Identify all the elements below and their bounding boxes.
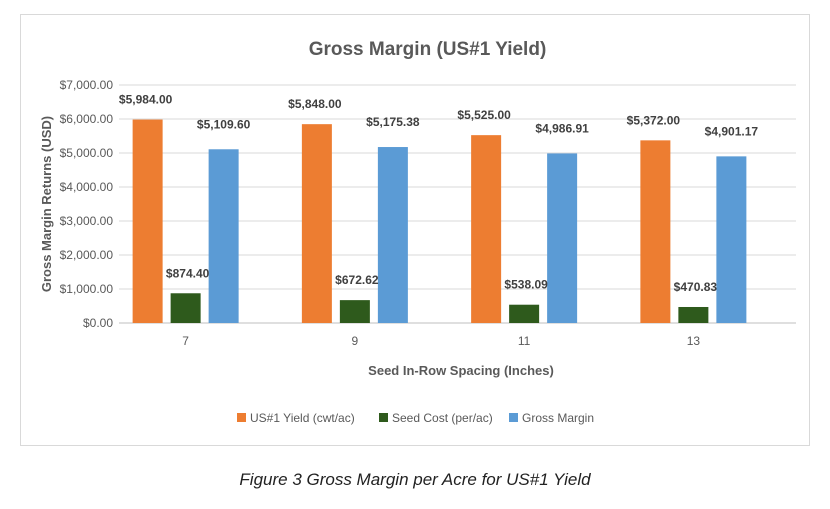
bar-gross-margin bbox=[716, 156, 747, 323]
x-tick-label: 13 bbox=[687, 334, 701, 348]
data-label: $538.09 bbox=[504, 278, 548, 292]
x-tick-label: 11 bbox=[518, 334, 531, 348]
legend-label: US#1 Yield (cwt/ac) bbox=[250, 411, 355, 425]
chart-frame: Gross Margin (US#1 Yield) $0.00 $1,000.00… bbox=[20, 14, 810, 446]
legend: US#1 Yield (cwt/ac) Seed Cost (per/ac) Gro… bbox=[237, 411, 594, 425]
y-axis-ticks: $0.00 $1,000.00 $2,000.00 $3,000.00 $4,000.0… bbox=[60, 78, 114, 330]
bar-seed-cost bbox=[678, 306, 709, 323]
data-label: $5,109.60 bbox=[197, 117, 251, 131]
y-tick-label: $5,000.00 bbox=[60, 146, 114, 160]
data-label: $4,986.91 bbox=[535, 121, 589, 135]
legend-swatch bbox=[237, 413, 246, 422]
data-label: $5,848.00 bbox=[288, 97, 342, 111]
bar-chart: Gross Margin (US#1 Yield) $0.00 $1,000.00… bbox=[39, 39, 796, 425]
data-label: $4,901.17 bbox=[705, 124, 759, 138]
bar-yield bbox=[640, 140, 671, 323]
bar-yield bbox=[471, 135, 502, 323]
y-tick-label: $7,000.00 bbox=[60, 78, 114, 92]
x-axis-title: Seed In-Row Spacing (Inches) bbox=[368, 363, 554, 378]
y-tick-label: $4,000.00 bbox=[60, 180, 114, 194]
bar-gross-margin bbox=[547, 153, 578, 323]
y-tick-label: $1,000.00 bbox=[60, 282, 114, 296]
x-tick-label: 9 bbox=[352, 334, 359, 348]
legend-label: Gross Margin bbox=[522, 411, 594, 425]
chart-title: Gross Margin (US#1 Yield) bbox=[309, 39, 547, 60]
data-labels: $5,984.00 $874.40 $5,109.60 $5,848.00 $672.6… bbox=[119, 93, 758, 294]
data-label: $672.62 bbox=[335, 273, 379, 287]
x-tick-label: 7 bbox=[182, 334, 189, 348]
y-tick-label: $3,000.00 bbox=[60, 214, 114, 228]
data-label: $5,175.38 bbox=[366, 115, 420, 129]
x-axis-ticks: 7 9 11 13 bbox=[182, 334, 700, 348]
legend-swatch bbox=[379, 413, 388, 422]
bar-gross-margin bbox=[208, 149, 239, 323]
y-tick-label: $0.00 bbox=[83, 316, 113, 330]
data-label: $470.83 bbox=[674, 280, 718, 294]
bar-seed-cost bbox=[339, 300, 370, 323]
bar-seed-cost bbox=[509, 304, 540, 323]
bar-gross-margin bbox=[377, 147, 408, 323]
bar-yield bbox=[301, 124, 332, 323]
bar-seed-cost bbox=[170, 293, 201, 323]
figure-caption: Figure 3 Gross Margin per Acre for US#1 … bbox=[239, 470, 591, 489]
legend-swatch bbox=[509, 413, 518, 422]
y-tick-label: $2,000.00 bbox=[60, 248, 114, 262]
legend-label: Seed Cost (per/ac) bbox=[392, 411, 493, 425]
data-label: $5,525.00 bbox=[457, 108, 511, 122]
bars bbox=[132, 119, 747, 323]
data-label: $5,372.00 bbox=[627, 113, 681, 127]
y-tick-label: $6,000.00 bbox=[60, 112, 114, 126]
bar-yield bbox=[132, 119, 163, 323]
data-label: $874.40 bbox=[166, 266, 210, 280]
data-label: $5,984.00 bbox=[119, 93, 173, 107]
y-axis-title: Gross Margin Returns (USD) bbox=[39, 116, 54, 292]
